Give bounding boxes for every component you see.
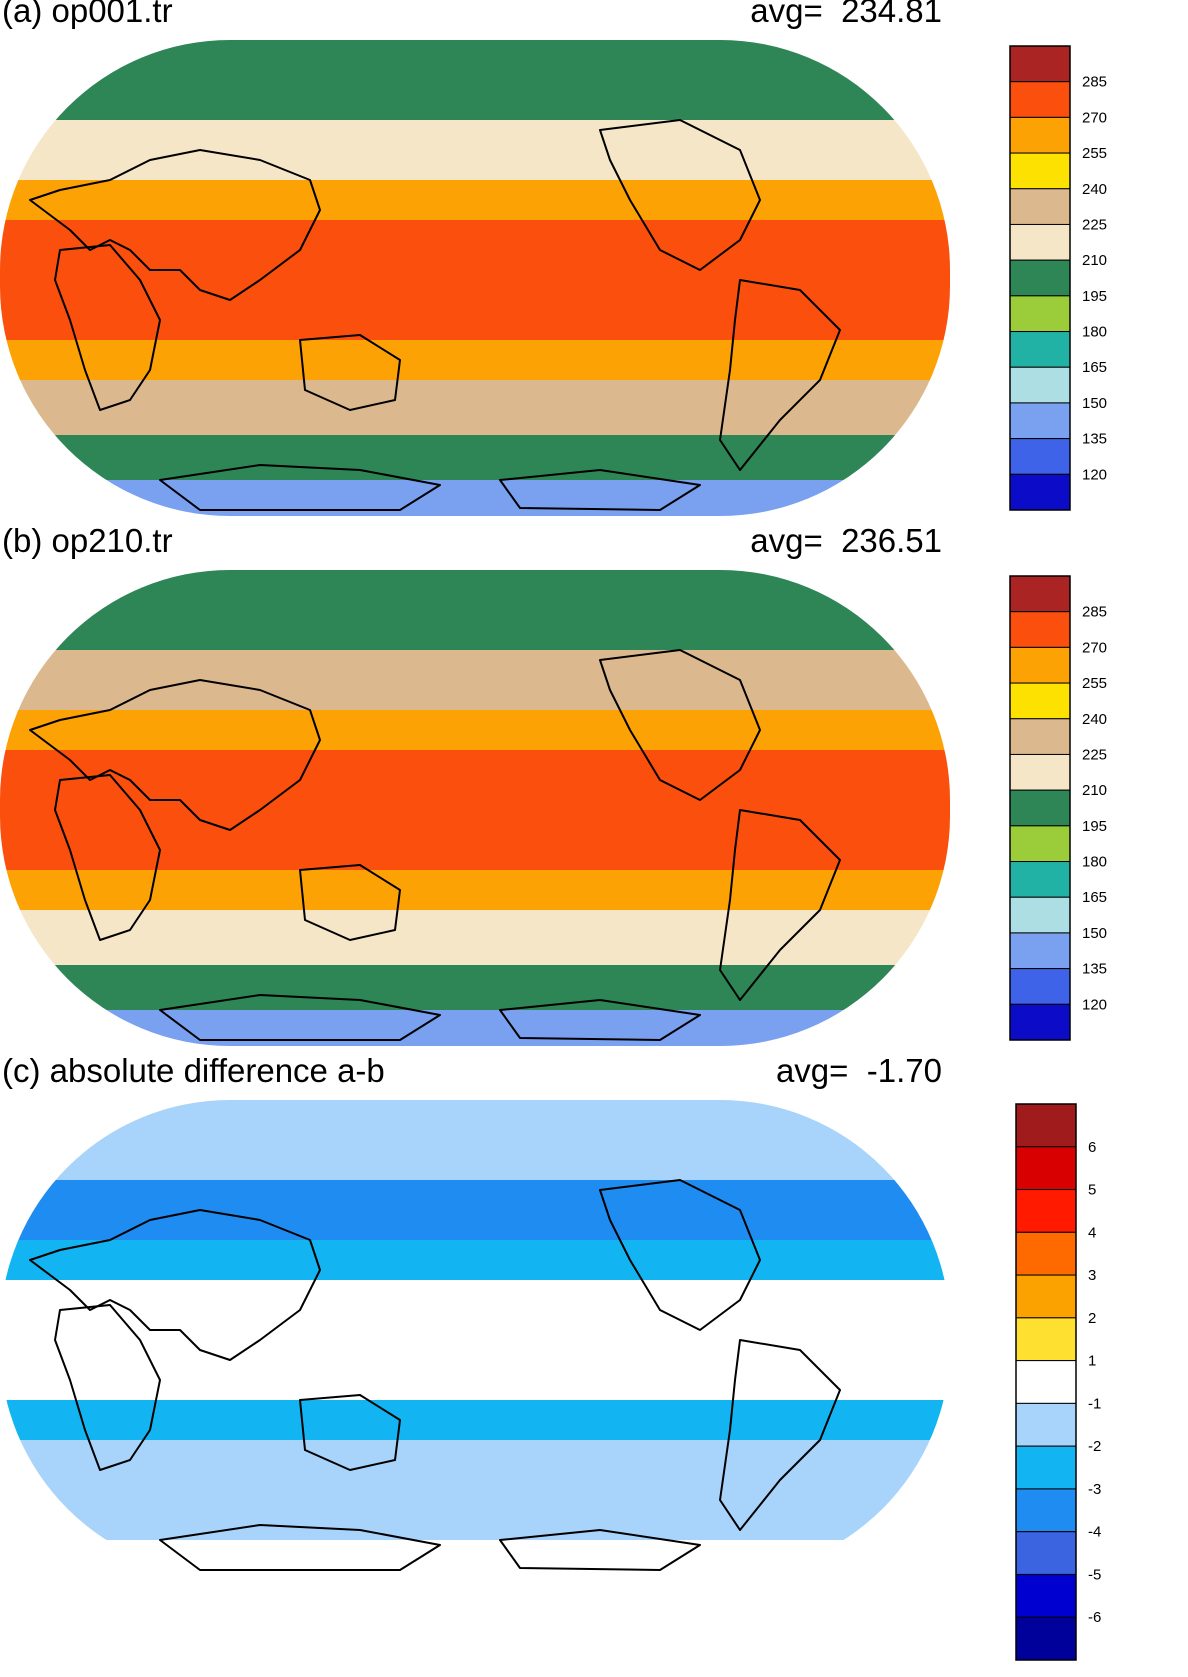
colorbar-tick-label: 165 [1082,889,1107,906]
colorbar-tick-label: 5 [1088,1182,1096,1199]
colorbar-swatch [1015,1274,1077,1319]
colorbar-swatch [1009,968,1071,1005]
panel-c: (c) absolute difference a-b avg= -1.70 6… [0,1052,1188,1670]
colorbar-tick-label: 255 [1082,145,1107,162]
colorbar-swatch [1015,1445,1077,1490]
colorbar-swatch [1009,718,1071,755]
colorbar-tick-label: -6 [1088,1609,1101,1626]
colorbar: 285 270 255 240 225 210 195 180 165 150 135 120 [1009,45,1107,511]
colorbar-swatch [1009,331,1071,368]
colorbar-tick-label: 195 [1082,818,1107,835]
colorbar-swatch [1009,646,1071,684]
colorbar-tick-label: 180 [1082,324,1107,341]
colorbar-swatch [1009,789,1071,827]
colorbar-swatch [1009,825,1071,863]
colorbar-swatch [1009,473,1071,511]
colorbar-swatch [1009,575,1071,613]
colorbar-tick-label: 2 [1088,1310,1096,1327]
map-plot [0,1100,950,1576]
avg-value: -1.70 [866,1052,942,1089]
colorbar-tick-label: 165 [1082,359,1107,376]
colorbar-swatch [1009,45,1071,83]
colorbar-tick-label: 225 [1082,216,1107,233]
colorbar-tick-label: 150 [1082,925,1107,942]
colorbar-tick-label: 285 [1082,74,1107,91]
avg-label: avg= [750,0,823,29]
colorbar-swatch [1009,861,1071,898]
average-readout: avg= 234.81 [750,0,942,30]
colorbar-swatch [1009,611,1071,648]
colorbar-tick-label: 240 [1082,181,1107,198]
colorbar-tick-label: 150 [1082,395,1107,412]
colorbar-swatch [1009,223,1071,261]
colorbar-tick-label: 135 [1082,961,1107,978]
colorbar-tick-label: 285 [1082,604,1107,621]
colorbar-swatch [1009,188,1071,225]
colorbar-swatch [1015,1616,1077,1661]
colorbar-swatch [1015,1402,1077,1447]
colorbar-tick-label: 120 [1082,996,1107,1013]
colorbar-swatch [1009,682,1071,720]
colorbar-swatch [1009,295,1071,333]
colorbar-tick-label: 270 [1082,639,1107,656]
avg-label: avg= [750,522,823,559]
panel-title: (b) op210.tr [2,522,173,559]
average-readout: avg= -1.70 [776,1052,942,1090]
colorbar-tick-label: -4 [1088,1524,1101,1541]
colorbar-tick-label: 210 [1082,782,1107,799]
panel-b: (b) op210.tr avg= 236.51 285 270 255 240 225… [0,522,1188,1050]
avg-value: 234.81 [841,0,942,29]
colorbar-tick-label: 195 [1082,288,1107,305]
colorbar-swatch [1015,1189,1077,1233]
colorbar-swatch [1015,1531,1077,1575]
colorbar-swatch [1009,753,1071,791]
colorbar-swatch [1015,1573,1077,1618]
colorbar-tick-label: 240 [1082,711,1107,728]
colorbar-swatch [1009,932,1071,970]
colorbar-swatch [1015,1488,1077,1533]
colorbar-swatch [1009,402,1071,440]
colorbar-tick-label: 6 [1088,1139,1096,1156]
map-plot [0,40,950,516]
colorbar-swatch [1009,366,1071,404]
colorbar-swatch [1015,1360,1077,1404]
colorbar-tick-label: 255 [1082,675,1107,692]
avg-label: avg= [775,1052,849,1089]
colorbar-swatch [1015,1103,1077,1148]
colorbar-tick-label: 120 [1082,466,1107,483]
colorbar-tick-label: -5 [1088,1566,1101,1583]
colorbar-tick-label: -1 [1088,1395,1101,1412]
colorbar-tick-label: 210 [1082,252,1107,269]
colorbar-tick-label: -3 [1088,1481,1101,1498]
colorbar: 6 5 4 3 2 1 -1 -2 -3 -4 -5 -6 [1015,1103,1101,1661]
colorbar-swatch [1015,1317,1077,1362]
colorbar-swatch [1009,81,1071,118]
panel-title: (a) op001.tr [2,0,173,29]
panel-title: (c) absolute difference a-b [2,1052,385,1089]
colorbar-swatch [1009,1003,1071,1041]
average-readout: avg= 236.51 [750,522,942,560]
colorbar-swatch [1009,116,1071,154]
colorbar-swatch [1009,438,1071,475]
colorbar-tick-label: 180 [1082,854,1107,871]
colorbar-tick-label: 135 [1082,431,1107,448]
colorbar-tick-label: 1 [1088,1353,1096,1370]
avg-value: 236.51 [841,522,942,559]
colorbar-swatch [1015,1146,1077,1191]
colorbar-swatch [1009,259,1071,297]
colorbar-swatch [1015,1231,1077,1276]
colorbar-swatch [1009,152,1071,190]
panel-a: (a) op001.tr avg= 234.81 285 270 255 240 225… [0,0,1188,520]
colorbar-tick-label: 3 [1088,1267,1096,1284]
map-plot [0,570,950,1046]
colorbar-tick-label: 4 [1088,1224,1096,1241]
colorbar-tick-label: -2 [1088,1438,1101,1455]
colorbar-tick-label: 225 [1082,746,1107,763]
colorbar: 285 270 255 240 225 210 195 180 165 150 135 120 [1009,575,1107,1041]
colorbar-tick-label: 270 [1082,109,1107,126]
colorbar-swatch [1009,896,1071,934]
